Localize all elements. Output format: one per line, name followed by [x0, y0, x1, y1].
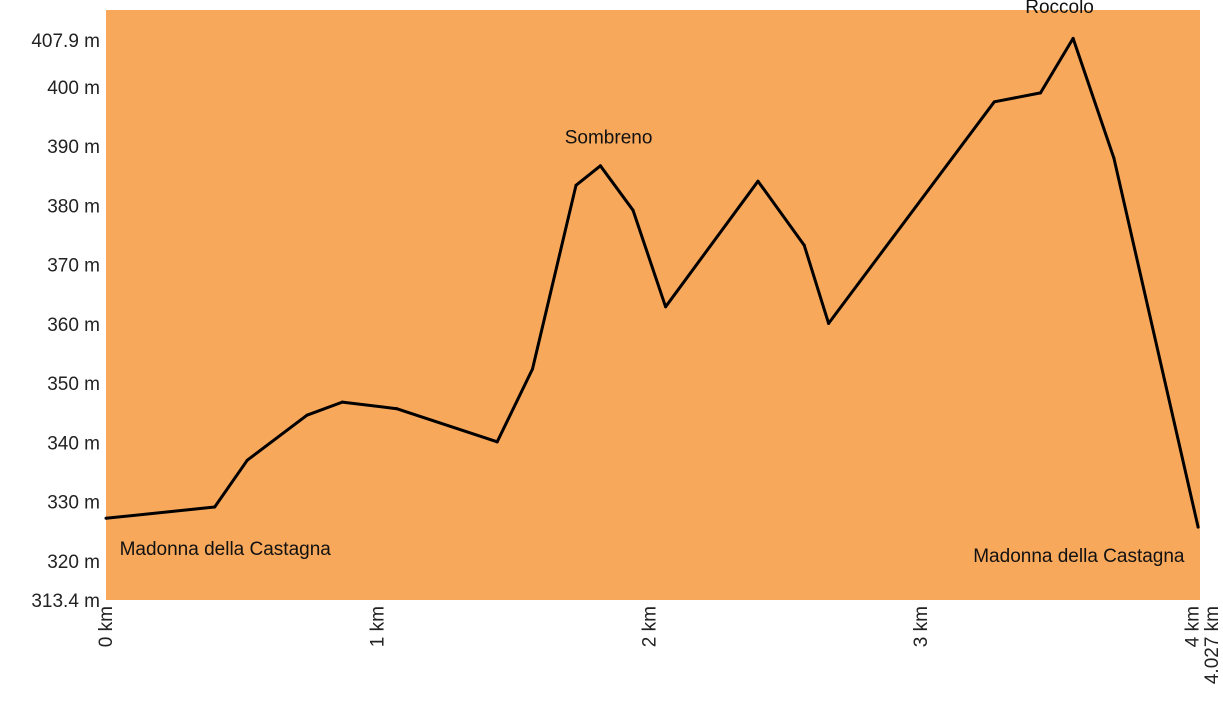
x-tick-label: 3 km — [911, 606, 932, 647]
elevation-point — [495, 440, 499, 444]
place-annotation: Madonna della Castagna — [120, 539, 332, 560]
elevation-point — [340, 400, 344, 404]
elevation-point — [305, 413, 309, 417]
elevation-point — [1196, 525, 1200, 529]
elevation-point — [213, 505, 217, 509]
x-tick-label: 2 km — [639, 606, 660, 647]
y-tick-label: 370 m — [47, 256, 100, 277]
elevation-point — [245, 458, 249, 462]
y-tick-label: 400 m — [47, 78, 100, 99]
elevation-point — [756, 179, 760, 183]
plot-area — [106, 10, 1200, 600]
elevation-point — [1112, 156, 1116, 160]
x-tick-label: 1 km — [368, 606, 389, 647]
x-tick-label: 0 km — [96, 606, 117, 647]
elevation-point — [1039, 91, 1043, 95]
elevation-point — [992, 100, 996, 104]
place-annotation: Sombreno — [565, 127, 653, 148]
elevation-point — [574, 183, 578, 187]
y-tick-label: 330 m — [47, 493, 100, 514]
place-annotation: Roccolo — [1025, 0, 1094, 18]
y-tick-label: 407.9 m — [31, 31, 100, 52]
elevation-point — [827, 321, 831, 325]
elevation-point — [1071, 36, 1075, 40]
y-tick-label: 380 m — [47, 196, 100, 217]
y-tick-label: 313.4 m — [31, 591, 100, 612]
y-tick-label: 350 m — [47, 374, 100, 395]
y-tick-label: 320 m — [47, 552, 100, 573]
x-tick-label: 4.027 km — [1202, 606, 1223, 684]
elevation-point — [104, 516, 108, 520]
y-tick-label: 360 m — [47, 315, 100, 336]
y-tick-label: 340 m — [47, 433, 100, 454]
elevation-point — [598, 164, 602, 168]
elevation-point — [531, 367, 535, 371]
place-annotation: Madonna della Castagna — [973, 546, 1185, 567]
y-tick-label: 390 m — [47, 137, 100, 158]
elevation-point — [395, 407, 399, 411]
elevation-point — [802, 243, 806, 247]
elevation-line — [105, 36, 1200, 528]
elevation-point — [631, 208, 635, 212]
x-tick-label: 4 km — [1183, 606, 1204, 647]
elevation-point — [664, 305, 668, 309]
